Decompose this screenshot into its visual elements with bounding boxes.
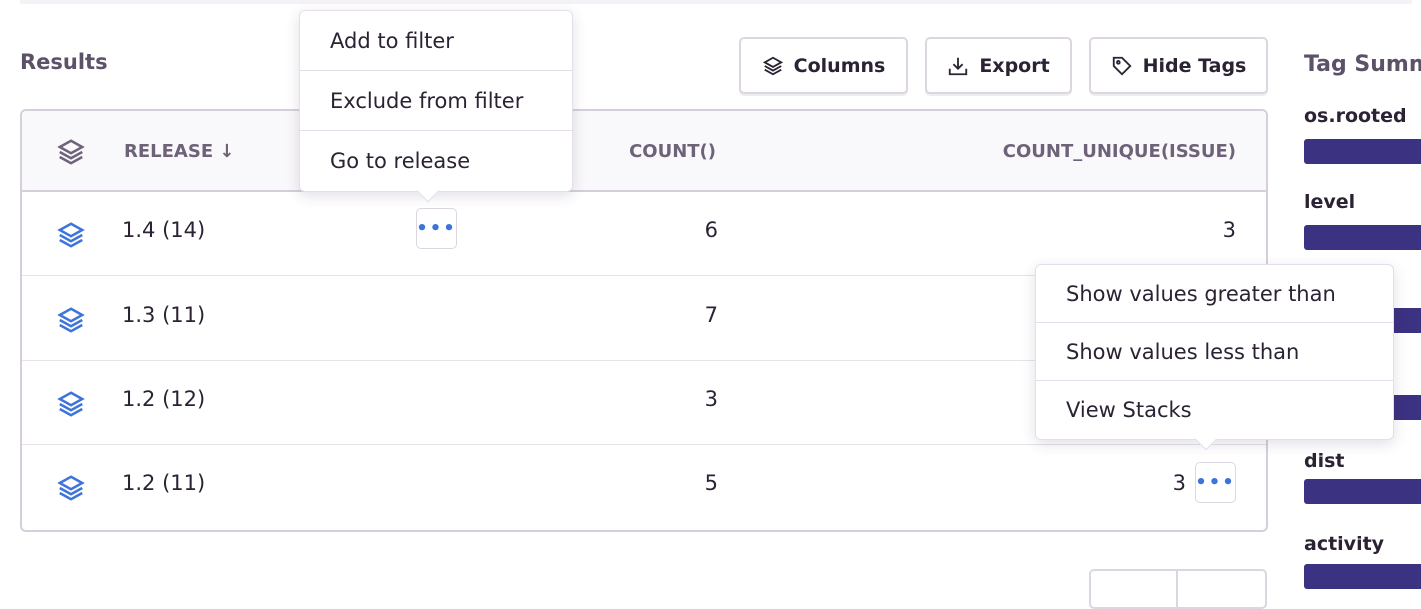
exclude-from-filter-item[interactable]: Exclude from filter xyxy=(300,71,572,131)
release-actions-button[interactable]: ••• xyxy=(416,208,457,249)
release-icon xyxy=(57,307,85,333)
count-cell: 5 xyxy=(704,471,718,495)
hide-tags-button[interactable]: Hide Tags xyxy=(1089,37,1268,94)
layers-icon xyxy=(57,139,85,165)
value-context-menu: Show values greater than Show values les… xyxy=(1035,264,1394,451)
count-unique-column-header[interactable]: COUNT_UNIQUE(ISSUE) xyxy=(1002,141,1236,162)
release-link[interactable]: 1.2 (11) xyxy=(122,471,206,495)
release-link[interactable]: 1.2 (12) xyxy=(122,387,206,411)
columns-button[interactable]: Columns xyxy=(739,37,908,94)
columns-label: Columns xyxy=(793,54,886,77)
previous-page-button[interactable] xyxy=(1091,571,1178,607)
release-icon xyxy=(57,222,85,248)
release-link[interactable]: 1.3 (11) xyxy=(122,303,206,327)
show-less-than-item[interactable]: Show values less than xyxy=(1036,323,1393,381)
table-row: 1.4 (14) 6 3 xyxy=(22,192,1266,276)
results-title: Results xyxy=(20,50,108,74)
download-icon xyxy=(949,57,968,75)
value-actions-button[interactable]: ••• xyxy=(1195,462,1236,503)
tag-bar[interactable] xyxy=(1304,225,1421,250)
hide-tags-label: Hide Tags xyxy=(1142,54,1247,77)
release-link[interactable]: 1.4 (14) xyxy=(122,218,206,242)
release-icon xyxy=(57,391,85,417)
tag-bar[interactable] xyxy=(1304,139,1421,164)
count-cell: 7 xyxy=(704,303,718,327)
tag-label: level xyxy=(1304,191,1356,213)
go-to-release-item[interactable]: Go to release xyxy=(330,149,471,173)
table-row: 1.2 (12) 3 xyxy=(22,361,1266,445)
show-greater-than-item[interactable]: Show values greater than xyxy=(1036,265,1393,323)
count-column-header[interactable]: COUNT() xyxy=(629,141,716,162)
count-cell: 6 xyxy=(704,218,718,242)
count-unique-cell: 3 xyxy=(1172,471,1186,495)
tag-icon xyxy=(1112,56,1132,76)
view-stacks-item[interactable]: View Stacks xyxy=(1066,398,1192,422)
pagination xyxy=(1089,569,1267,609)
tag-label: activity xyxy=(1304,533,1385,555)
count-unique-cell: 3 xyxy=(1222,218,1236,242)
release-context-menu: Add to filter Exclude from filter Go to … xyxy=(299,10,573,203)
table-header: RELEASE ↓ COUNT() COUNT_UNIQUE(ISSUE) xyxy=(22,111,1266,192)
count-cell: 3 xyxy=(704,387,718,411)
release-icon xyxy=(57,475,85,501)
results-table: RELEASE ↓ COUNT() COUNT_UNIQUE(ISSUE) 1.… xyxy=(20,109,1268,532)
tag-label: dist xyxy=(1304,450,1345,472)
release-column-header[interactable]: RELEASE ↓ xyxy=(124,141,235,162)
export-label: Export xyxy=(979,54,1050,77)
export-button[interactable]: Export xyxy=(925,37,1072,94)
tag-summary-title: Tag Summary xyxy=(1304,52,1421,77)
tag-label: os.rooted xyxy=(1304,105,1407,127)
table-row: 1.2 (11) 5 3 xyxy=(22,445,1266,529)
add-to-filter-item[interactable]: Add to filter xyxy=(300,11,572,71)
table-row: 1.3 (11) 7 xyxy=(22,277,1266,361)
top-bar xyxy=(20,0,1412,4)
tag-bar[interactable] xyxy=(1304,564,1421,589)
next-page-button[interactable] xyxy=(1180,571,1267,607)
layers-icon xyxy=(762,56,783,75)
tag-bar[interactable] xyxy=(1304,479,1421,504)
